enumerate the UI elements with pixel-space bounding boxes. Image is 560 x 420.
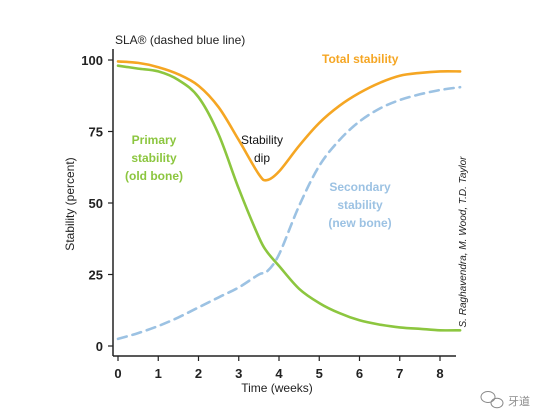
x-tick-label-0: 0 xyxy=(114,366,121,381)
wechat-icon xyxy=(480,391,504,409)
x-tick-label-7: 7 xyxy=(396,366,403,381)
axis-ticks: 0 1 2 3 4 5 6 7 8 0 25 50 75 100 xyxy=(81,53,443,381)
x-tick-label-4: 4 xyxy=(275,366,283,381)
primary-label-line2: stability xyxy=(131,151,177,165)
sla-label: SLA® (dashed blue line) xyxy=(115,33,245,47)
x-tick-label-3: 3 xyxy=(235,366,242,381)
y-tick-label-1: 25 xyxy=(89,268,103,283)
series-lines xyxy=(116,60,462,341)
secondary-label-line3: (new bone) xyxy=(328,216,391,230)
primary-label-line3: (old bone) xyxy=(125,169,183,183)
x-axis-title: Time (weeks) xyxy=(241,381,313,395)
x-tick-label-8: 8 xyxy=(436,366,443,381)
dip-label-line1: Stability xyxy=(241,133,283,147)
primary-stability-line xyxy=(116,64,462,332)
secondary-label-line1: Secondary xyxy=(329,180,391,194)
y-tick-label-4: 100 xyxy=(81,53,103,68)
sla-secondary-line xyxy=(116,85,462,341)
total-stability-label: Total stability xyxy=(322,52,399,66)
y-tick-label-3: 75 xyxy=(89,125,103,140)
primary-label-line1: Primary xyxy=(132,133,177,147)
author-credit: S. Raghavendra, M. Wood, T.D. Taylor xyxy=(458,156,469,328)
watermark-text: 牙道 xyxy=(508,394,530,408)
y-tick-label-0: 0 xyxy=(96,339,103,354)
y-axis-title: Stability (percent) xyxy=(63,157,77,250)
x-tick-label-5: 5 xyxy=(316,366,323,381)
x-tick-label-1: 1 xyxy=(155,366,162,381)
dip-label-line2: dip xyxy=(254,151,270,165)
x-tick-label-2: 2 xyxy=(195,366,202,381)
total-stability-line xyxy=(116,60,462,182)
x-tick-label-6: 6 xyxy=(356,366,363,381)
secondary-label-line2: stability xyxy=(337,198,383,212)
y-tick-label-2: 50 xyxy=(89,196,103,211)
